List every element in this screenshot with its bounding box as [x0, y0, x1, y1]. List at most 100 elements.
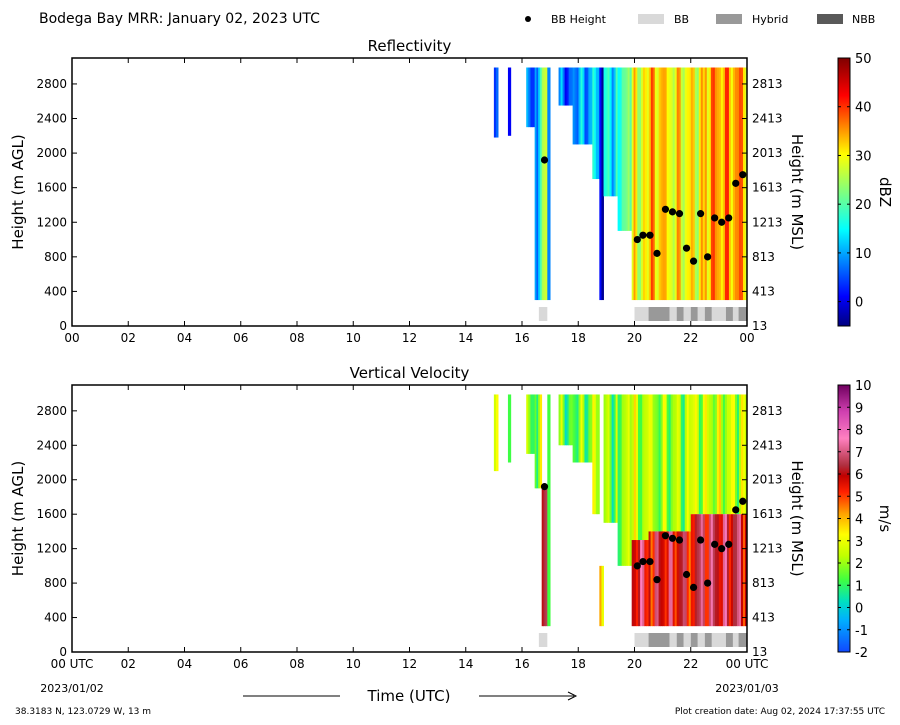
bb-height-point	[661, 205, 670, 213]
colorbar-tick-label: 9	[855, 401, 863, 416]
echo-column	[538, 394, 541, 489]
echo-column	[532, 67, 536, 128]
echo-column	[680, 67, 684, 301]
bb-height-point	[696, 536, 705, 544]
echo-column	[638, 394, 641, 541]
echo-column	[611, 394, 615, 523]
echo-column	[662, 531, 666, 627]
bb-type-segment	[634, 633, 649, 647]
echo-column	[660, 67, 664, 301]
echo-column	[704, 514, 708, 627]
echo-column	[605, 394, 608, 523]
y-tick-label-right: 1213	[752, 542, 783, 556]
echo-column	[722, 67, 726, 301]
echo-column	[541, 67, 544, 301]
echo-column	[738, 514, 742, 627]
echo-column	[646, 540, 649, 627]
echo-column	[635, 67, 638, 301]
echo-column	[670, 394, 674, 532]
y-tick-label-right: 2413	[752, 438, 783, 452]
bb-height-point	[653, 249, 661, 257]
echo-column	[744, 514, 748, 627]
echo-column	[670, 531, 674, 627]
echo-column	[688, 67, 692, 301]
plot-creation-date: Plot creation date: Aug 02, 2024 17:37:5…	[675, 707, 885, 717]
bb-type-segment	[725, 633, 733, 647]
echo-column	[700, 514, 704, 627]
echo-column	[619, 394, 623, 566]
echo-column	[674, 67, 678, 301]
echo-column	[738, 394, 742, 515]
echo-column	[564, 394, 567, 446]
echo-column	[597, 67, 600, 180]
echo-column	[724, 514, 728, 627]
echo-column	[718, 514, 722, 627]
echo-column	[601, 565, 604, 627]
y-tick-label-right: 1613	[752, 181, 783, 195]
colorbar-label: m/s	[876, 505, 894, 533]
echo-column	[584, 394, 587, 463]
bb-height-point	[633, 562, 641, 570]
echo-column	[716, 67, 720, 301]
colorbar-tick-label: 50	[855, 52, 872, 67]
echo-column	[712, 394, 716, 515]
bb-height-point	[646, 557, 654, 566]
echo-column	[635, 540, 639, 627]
echo-column	[672, 67, 676, 301]
bb-type-segment	[683, 633, 691, 647]
echo-column	[547, 67, 551, 301]
y-tick-label-right: 813	[752, 576, 775, 590]
bb-type-segment	[738, 633, 747, 647]
echo-column	[609, 67, 612, 197]
x-tick-label: 12	[402, 331, 417, 345]
bb-type-segment	[732, 633, 739, 647]
bb-type-bar	[538, 633, 747, 647]
x-tick-label: 02	[121, 657, 136, 671]
bb-height-point	[653, 576, 661, 584]
echo-column	[732, 514, 736, 627]
echo-column	[690, 514, 694, 627]
bb-height-point	[540, 156, 549, 164]
echo-field	[493, 394, 748, 627]
x-tick-label: 02	[121, 331, 136, 345]
x-tick-label: 04	[177, 331, 192, 345]
bb-type-segment	[697, 307, 705, 321]
colorbar	[837, 57, 851, 327]
bb-type-segment	[648, 633, 670, 647]
station-location: 38.3183 N, 123.0729 W, 13 m	[15, 707, 151, 717]
bb-height-markers	[540, 156, 747, 265]
echo-column	[534, 67, 537, 301]
echo-column	[718, 67, 722, 301]
echo-column	[650, 531, 653, 627]
echo-column	[706, 394, 710, 515]
x-tick-label: 08	[289, 331, 304, 345]
y-tick-label-left: 2400	[36, 438, 67, 452]
echo-column	[700, 394, 704, 515]
y-tick-label-right: 413	[752, 284, 775, 298]
echo-column	[526, 394, 529, 454]
echo-column	[635, 394, 639, 541]
y-tick-label-right: 2813	[752, 77, 783, 91]
legend-swatch-hybrid	[716, 14, 742, 24]
echo-column	[536, 394, 539, 489]
echo-column	[682, 67, 686, 301]
echo-column	[688, 394, 692, 532]
echo-column	[732, 394, 736, 515]
echo-column	[578, 67, 581, 145]
echo-column	[560, 67, 563, 106]
echo-column	[674, 531, 678, 627]
bb-type-segment	[732, 307, 739, 321]
echo-column	[507, 394, 512, 463]
echo-column	[566, 67, 570, 106]
panel-title: Vertical Velocity	[350, 364, 470, 382]
echo-column	[594, 394, 597, 515]
echo-column	[682, 531, 686, 627]
echo-column	[607, 67, 610, 197]
echo-column	[698, 67, 702, 301]
echo-column	[566, 394, 570, 446]
echo-column	[668, 531, 672, 627]
bb-height-point	[689, 583, 698, 592]
echo-column	[706, 514, 710, 627]
x-tick-label: 08	[289, 657, 304, 671]
echo-column	[592, 394, 595, 515]
